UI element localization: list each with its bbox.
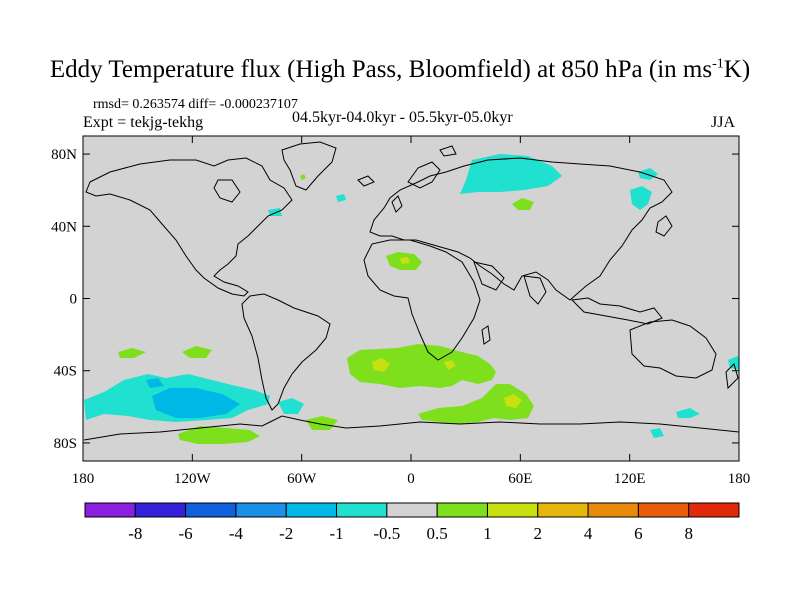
south-atlantic-negative-patch (278, 398, 304, 414)
ne-asia-negative-region (630, 186, 652, 210)
east-pacific-positive-patch (182, 346, 212, 358)
ross-sea-positive-region (178, 426, 260, 444)
south-america-coast (241, 293, 331, 411)
colorbar-swatch-6 (386, 502, 438, 518)
colorbar-swatch-10 (587, 502, 639, 518)
colorbar-label: -6 (179, 524, 193, 543)
japan-coast (655, 215, 673, 237)
indian-ocean-negative-patch (676, 408, 700, 418)
lat-label: 80N (51, 147, 77, 163)
colorbar-label: -0.5 (373, 524, 400, 543)
colorbar-swatch-3 (235, 502, 287, 518)
south-atlantic-strong-spot (372, 358, 390, 372)
southern-ocean-negative-patch (650, 428, 664, 438)
colorbar-label: 2 (534, 524, 543, 543)
arabia-coast (473, 261, 505, 291)
colorbar-swatch-5 (336, 502, 388, 518)
iceland-negative-patch (336, 194, 346, 202)
antarctica-coast (83, 415, 739, 441)
north-america-coast (85, 157, 293, 297)
sahara-strong-spot (400, 257, 410, 264)
scandinavia-coast (407, 161, 441, 189)
colorbar-swatch-0 (84, 502, 136, 518)
southern-ocean-strong-spot (504, 394, 522, 408)
colorbar-swatch-1 (134, 502, 187, 518)
british-isles-coast (391, 195, 403, 213)
lat-label: 0 (70, 292, 78, 308)
colorbar-swatch-7 (436, 502, 488, 518)
coastlines (83, 141, 739, 441)
colorbar-swatch-2 (185, 502, 237, 518)
pacific-positive-patch (118, 348, 146, 358)
colorbar-label: 0.5 (427, 524, 448, 543)
south-pacific-strong-core-2 (146, 378, 164, 388)
colorbar-swatch-12 (688, 502, 740, 518)
siberia-positive-patch (512, 198, 534, 210)
siberia-negative-region (460, 154, 562, 194)
colorbar-label: -8 (128, 524, 142, 543)
lon-label: 120E (614, 471, 646, 487)
hudson-bay-coast (213, 179, 241, 203)
colorbar-swatch-8 (486, 502, 539, 518)
south-pacific-strong-core (152, 388, 240, 418)
eurasia-coast (369, 157, 673, 301)
lon-label: 180 (728, 471, 751, 487)
lat-label: 40S (54, 364, 77, 380)
australia-coast (629, 319, 717, 379)
svalbard-coast (439, 145, 457, 157)
plot-title: Eddy Temperature flux (High Pass, Bloomf… (49, 56, 751, 83)
india-coast (523, 275, 547, 305)
south-atlantic-strong-spot-2 (444, 360, 456, 370)
lon-label: 120W (174, 471, 212, 487)
new-zealand-coast (725, 363, 739, 390)
colorbar-label: 4 (584, 524, 593, 543)
greenland-coast (281, 141, 337, 191)
colorbar-label: -4 (229, 524, 244, 543)
positive-anomaly-regions (118, 174, 534, 444)
lon-label: 60E (508, 471, 532, 487)
south-atlantic-positive-region (347, 344, 496, 388)
rmsd-diff-label: rmsd= 0.263574 diff= -0.000237107 (93, 97, 298, 112)
map-axes: 80N 40N 0 40S 80S 180 120W 60W 0 60E 120E 180 (51, 136, 750, 487)
colorbar-label: -2 (279, 524, 293, 543)
colorbar-label: 6 (634, 524, 643, 543)
antarctic-coast-positive-region (306, 416, 338, 430)
lon-label: 0 (407, 471, 415, 487)
bering-negative-patch (638, 168, 658, 180)
colorbar-label: -1 (329, 524, 343, 543)
strong-positive-spots (372, 257, 522, 408)
period-label: 04.5kyr-04.0kyr - 05.5kyr-05.0kyr (292, 109, 513, 126)
lon-label: 60W (287, 471, 317, 487)
colorbar-swatch-4 (285, 502, 338, 518)
southern-ocean-positive-region (418, 384, 534, 424)
colorbar-swatch-11 (637, 502, 690, 518)
lat-label: 40N (51, 219, 77, 235)
southeast-asia-coast (570, 297, 663, 325)
lon-label: 180 (72, 471, 95, 487)
lat-label: 80S (54, 436, 77, 452)
colorbar: -8 -6 -4 -2 -1 -0.5 0.5 1 2 4 6 8 (84, 502, 740, 543)
colorbar-label: 1 (483, 524, 492, 543)
colorbar-label: 8 (684, 524, 693, 543)
season-label: JJA (711, 114, 736, 131)
tasman-negative-patch (728, 356, 739, 370)
experiment-label: Expt = tekjg-tekhg (83, 114, 204, 131)
greenland-positive-patch (300, 174, 306, 180)
map-panel: 80N 40N 0 40S 80S 180 120W 60W 0 60E 120E 180 (51, 135, 750, 487)
strong-negative-cores (146, 378, 240, 418)
iceland-coast (357, 175, 375, 187)
africa-coast (363, 239, 481, 361)
madagascar-coast (481, 325, 491, 345)
colorbar-swatch-9 (537, 502, 589, 518)
